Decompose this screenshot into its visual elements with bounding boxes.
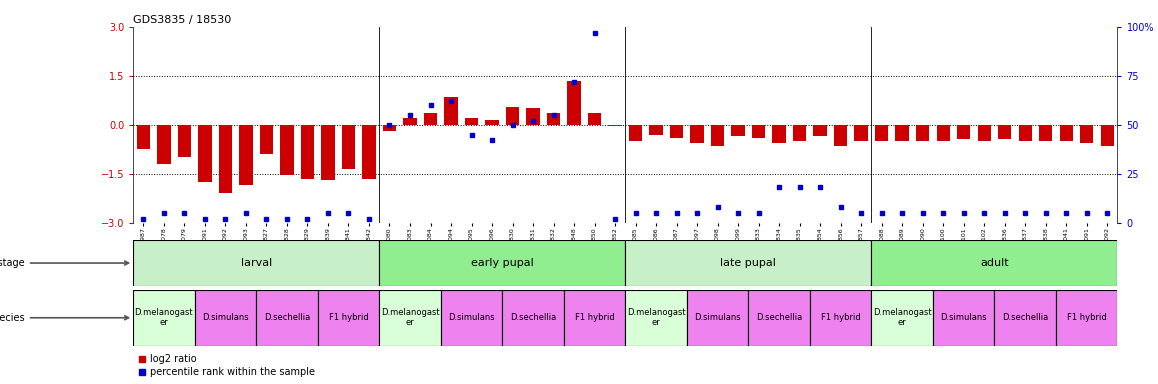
Bar [650, 125, 662, 135]
Bar [793, 125, 806, 141]
Bar [195, 290, 256, 346]
Bar [748, 290, 809, 346]
Bar [957, 125, 970, 139]
Bar [198, 125, 212, 182]
Text: F1 hybrid: F1 hybrid [821, 313, 860, 322]
Text: F1 hybrid: F1 hybrid [574, 313, 615, 322]
Bar [998, 125, 1011, 139]
Text: adult: adult [980, 258, 1009, 268]
Text: late pupal: late pupal [720, 258, 776, 268]
Bar [301, 125, 314, 179]
Bar [219, 125, 232, 194]
Bar [916, 125, 930, 141]
Bar [380, 290, 441, 346]
Bar [772, 125, 786, 143]
Bar [871, 240, 1117, 286]
Bar [834, 125, 848, 146]
Bar [503, 290, 564, 346]
Bar [690, 125, 704, 143]
Bar [752, 125, 765, 138]
Bar [995, 290, 1056, 346]
Bar [732, 125, 745, 136]
Bar [464, 118, 478, 125]
Text: F1 hybrid: F1 hybrid [329, 313, 368, 322]
Bar [1100, 125, 1114, 146]
Bar [424, 113, 438, 125]
Bar [445, 97, 457, 125]
Bar [383, 125, 396, 131]
Bar [362, 125, 375, 179]
Bar [133, 240, 380, 286]
Bar [711, 125, 724, 146]
Text: species: species [0, 313, 129, 323]
Bar [280, 125, 294, 175]
Text: early pupal: early pupal [471, 258, 534, 268]
Text: GDS3835 / 18530: GDS3835 / 18530 [133, 15, 232, 25]
Bar [441, 290, 503, 346]
Bar [895, 125, 909, 141]
Bar [342, 125, 356, 169]
Bar [933, 290, 995, 346]
Text: D.melanogast
er: D.melanogast er [134, 308, 193, 328]
Bar [564, 290, 625, 346]
Text: D.sechellia: D.sechellia [510, 313, 556, 322]
Text: larval: larval [241, 258, 272, 268]
Bar [321, 125, 335, 180]
Bar [871, 290, 933, 346]
Bar [809, 290, 871, 346]
Bar [875, 125, 888, 141]
Bar [403, 118, 417, 125]
Text: D.melanogast
er: D.melanogast er [626, 308, 686, 328]
Text: D.simulans: D.simulans [448, 313, 494, 322]
Bar [157, 125, 170, 164]
Text: development stage: development stage [0, 258, 129, 268]
Bar [240, 125, 252, 185]
Bar [937, 125, 950, 141]
Bar [380, 240, 625, 286]
Bar [137, 125, 151, 149]
Bar [813, 125, 827, 136]
Bar [527, 109, 540, 125]
Text: D.melanogast
er: D.melanogast er [873, 308, 931, 328]
Bar [608, 125, 622, 126]
Text: F1 hybrid: F1 hybrid [1067, 313, 1107, 322]
Text: D.simulans: D.simulans [940, 313, 987, 322]
Bar [625, 290, 687, 346]
Bar [485, 120, 499, 125]
Bar [133, 290, 195, 346]
Bar [178, 125, 191, 157]
Bar [670, 125, 683, 138]
Bar [547, 113, 560, 125]
Bar [1019, 125, 1032, 141]
Text: D.sechellia: D.sechellia [756, 313, 802, 322]
Bar [855, 125, 867, 141]
Bar [625, 240, 871, 286]
Bar [977, 125, 991, 141]
Bar [256, 290, 317, 346]
Bar [687, 290, 748, 346]
Bar [1056, 290, 1117, 346]
Bar [1039, 125, 1053, 141]
Bar [1060, 125, 1072, 141]
Text: D.simulans: D.simulans [695, 313, 741, 322]
Bar [629, 125, 643, 141]
Bar [317, 290, 380, 346]
Bar [506, 107, 519, 125]
Bar [588, 113, 601, 125]
Text: D.sechellia: D.sechellia [1002, 313, 1048, 322]
Bar [1080, 125, 1093, 143]
Text: D.melanogast
er: D.melanogast er [381, 308, 439, 328]
Text: D.sechellia: D.sechellia [264, 313, 310, 322]
Bar [259, 125, 273, 154]
Legend: log2 ratio, percentile rank within the sample: log2 ratio, percentile rank within the s… [138, 354, 315, 377]
Bar [567, 81, 580, 125]
Text: D.simulans: D.simulans [203, 313, 249, 322]
